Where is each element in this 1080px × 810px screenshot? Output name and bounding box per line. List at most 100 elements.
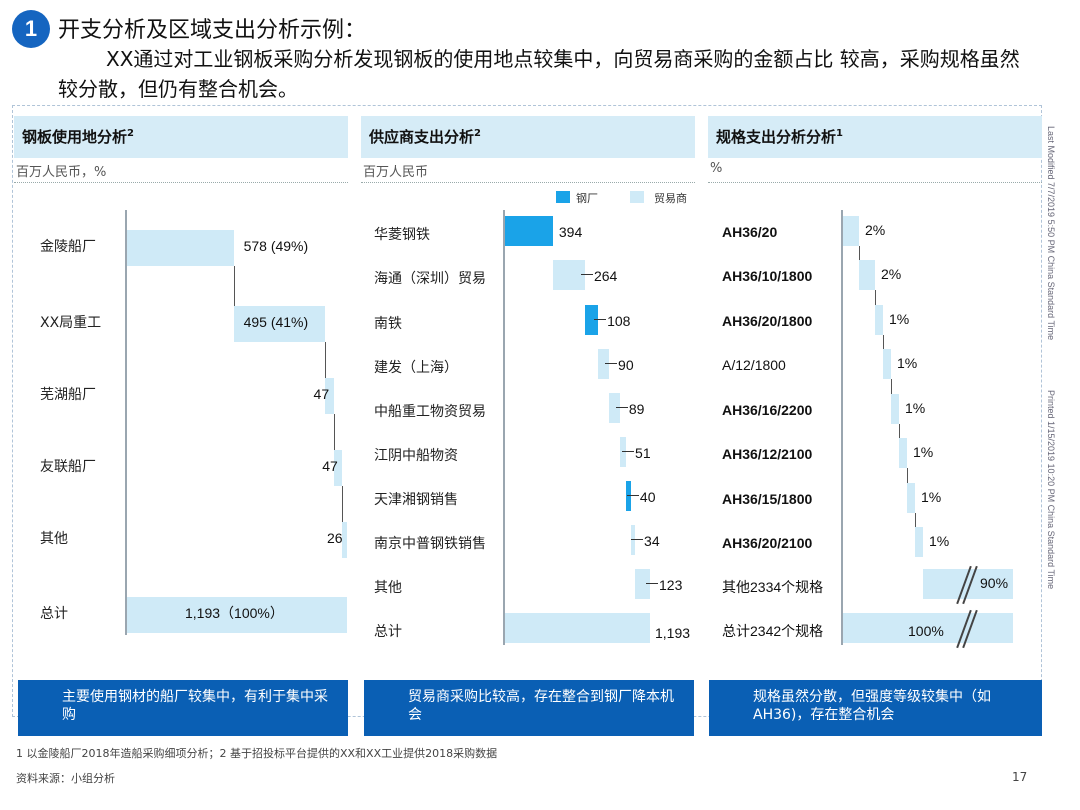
connector-line	[342, 486, 344, 522]
waterfall-bar	[891, 394, 899, 424]
value-label: 90	[618, 357, 634, 373]
category-label: 南京中普钢铁销售	[374, 536, 486, 552]
chart-axis	[125, 210, 127, 635]
insight-box-supplier: 贸易商采购比较高，存在整合到钢厂降本机会	[364, 680, 694, 736]
label-leader	[646, 583, 658, 584]
waterfall-bar	[233, 306, 325, 342]
value-label: 90%	[980, 575, 1009, 591]
waterfall-bar	[505, 613, 650, 643]
value-label: 108	[607, 313, 631, 329]
waterfall-bar	[552, 260, 585, 290]
panel-header-supplier: 供应商支出分析2	[361, 116, 695, 158]
waterfall-bar	[505, 216, 553, 246]
section-number-badge: 1	[12, 10, 50, 48]
waterfall-bar	[843, 216, 859, 246]
category-label: A/12/1800	[722, 357, 786, 373]
waterfall-bar	[635, 569, 650, 599]
waterfall-bar	[598, 349, 610, 379]
category-label: 建发（上海）	[374, 360, 458, 376]
category-label: 其他2334个规格	[722, 579, 824, 595]
printed-note: Printed 1/15/2019 10:20 PM China Standar…	[1046, 390, 1056, 590]
waterfall-bar	[342, 522, 347, 558]
category-label: AH36/15/1800	[722, 491, 813, 507]
value-label: 1%	[905, 400, 926, 416]
panel-title-sup: 2	[127, 128, 134, 139]
connector-line	[907, 468, 908, 483]
panel-unit: %	[710, 161, 723, 176]
value-label: 2%	[881, 266, 902, 282]
label-leader	[615, 407, 628, 408]
waterfall-bar	[915, 527, 923, 557]
panel-unit: 百万人民币	[363, 165, 429, 180]
insight-box-spec: 规格虽然分散，但强度等级较集中（如AH36)，存在整合机会	[709, 680, 1042, 736]
panel-title: 规格支出分析分析	[716, 128, 837, 146]
value-label: 1,193	[655, 625, 691, 641]
value-label: 264	[593, 268, 618, 284]
panel-header-usage: 钢板使用地分析2	[14, 116, 348, 158]
last-modified-note: Last Modified 7/7/2019 5:50 PM China Sta…	[1046, 126, 1056, 341]
category-label: AH36/10/1800	[722, 268, 813, 284]
value-label: 89	[628, 401, 645, 417]
value-label: 123	[659, 577, 683, 593]
category-label: 总计2342个规格	[722, 623, 824, 639]
waterfall-bar	[859, 260, 875, 290]
legend-mill-label: 钢厂	[576, 192, 598, 205]
waterfall-bar	[324, 378, 334, 414]
connector-line	[883, 335, 884, 349]
category-label: 其他	[374, 580, 402, 596]
connector-line	[324, 342, 326, 378]
connector-line	[859, 246, 860, 260]
footnote: 1 以金陵船厂2018年造船采购细项分析；2 基于招投标平台提供的XX和XX工业…	[16, 747, 498, 760]
waterfall-bar	[584, 305, 599, 335]
page-title: 开支分析及区域支出分析示例：	[58, 18, 367, 43]
label-leader	[631, 539, 644, 540]
unit-divider	[708, 182, 1042, 183]
value-label: 1%	[913, 444, 934, 460]
unit-divider	[14, 182, 348, 183]
category-label: AH36/20	[722, 224, 778, 240]
connector-line	[233, 266, 235, 306]
value-label: 1%	[889, 311, 910, 327]
waterfall-bar	[609, 393, 620, 423]
panel-title: 供应商支出分析	[369, 128, 475, 146]
waterfall-bar	[899, 438, 907, 468]
label-leader	[580, 274, 593, 275]
value-label: 1%	[929, 533, 950, 549]
waterfall-bar	[333, 450, 343, 486]
category-label: 友联船厂	[40, 459, 96, 475]
waterfall-bar	[619, 437, 627, 467]
waterfall-bar	[843, 613, 1013, 643]
chart-axis	[841, 210, 843, 645]
waterfall-bar	[127, 230, 234, 266]
connector-line	[899, 424, 900, 438]
connector-line	[333, 414, 335, 450]
waterfall-bar	[875, 305, 883, 335]
category-label: 其他	[40, 531, 68, 547]
category-label: XX局重工	[40, 315, 102, 331]
connector-line	[875, 290, 876, 305]
legend-trader-swatch	[630, 191, 644, 203]
waterfall-bar	[883, 349, 891, 379]
value-label: 2%	[865, 222, 886, 238]
page-subtitle: XX通过对工业钢板采购分析发现钢板的使用地点较集中，向贸易商采购的金额占比 较高…	[58, 47, 1020, 101]
category-label: 南铁	[374, 316, 402, 332]
waterfall-bar	[626, 481, 631, 511]
value-label: 1%	[897, 355, 918, 371]
connector-line	[891, 379, 892, 394]
panel-header-spec: 规格支出分析分析1	[708, 116, 1042, 158]
unit-divider	[361, 182, 695, 183]
category-label: 总计	[40, 606, 68, 622]
category-label: 芜湖船厂	[40, 387, 96, 403]
value-label: 578 (49%)	[243, 238, 309, 254]
value-label: 34	[644, 533, 660, 549]
value-label: 495 (41%)	[243, 314, 309, 330]
label-leader	[594, 319, 607, 320]
category-label: AH36/20/2100	[722, 535, 813, 551]
value-label: 26	[327, 530, 343, 546]
chart-axis	[503, 210, 505, 645]
value-label: 1,193（100%）	[185, 605, 284, 621]
label-leader	[605, 363, 618, 364]
